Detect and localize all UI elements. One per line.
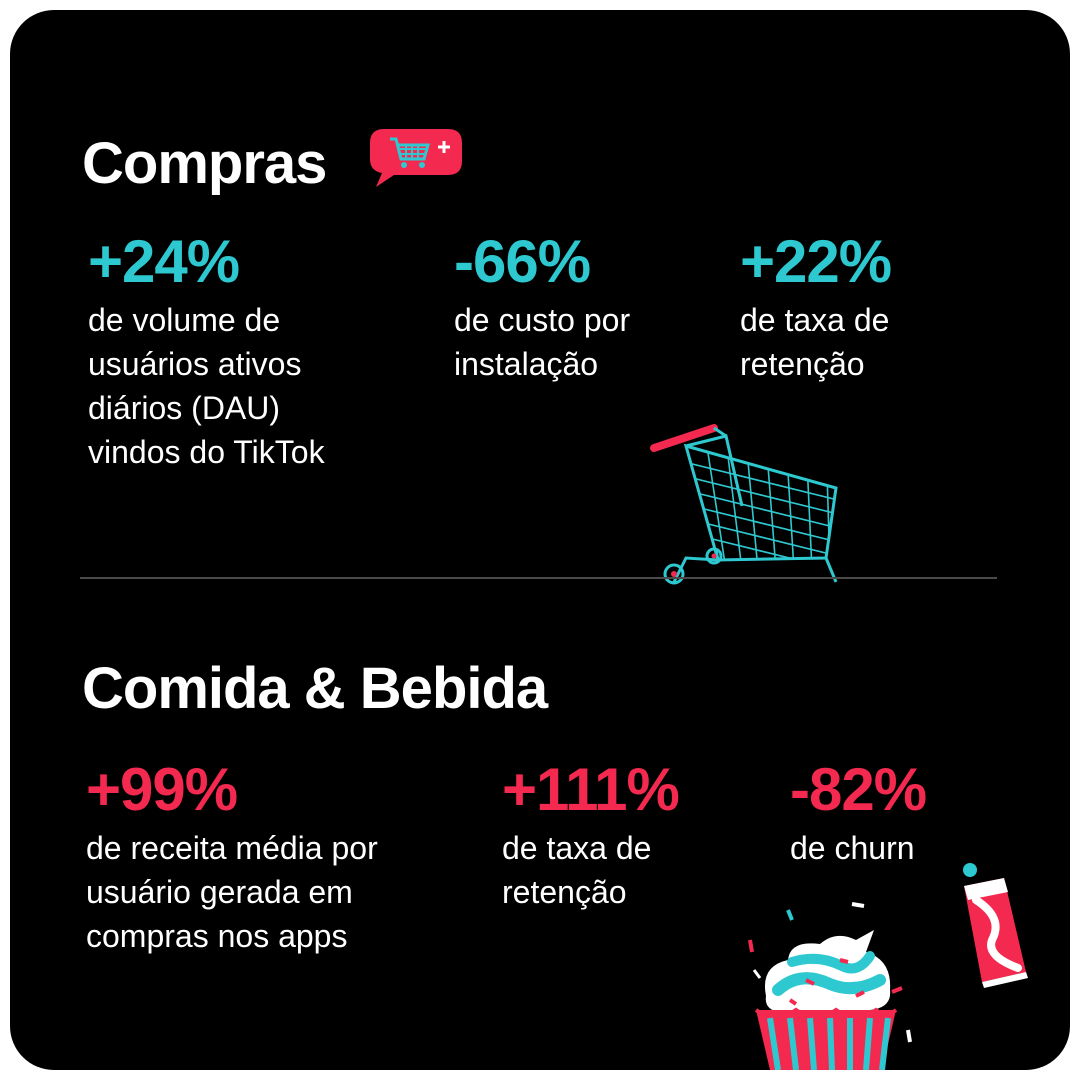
stat-value: +22% — [740, 228, 892, 295]
section-divider — [80, 577, 997, 579]
stat-value: -82% — [790, 756, 927, 823]
food-stat-churn: -82% de churn — [790, 756, 927, 870]
stat-label: de taxa de retenção — [502, 830, 652, 910]
shopping-section-title: Compras — [82, 131, 327, 196]
shopping-stat-cpi: -66% de custo por instalação — [454, 232, 630, 386]
stat-label: de volume de usuários ativos diários (DA… — [88, 302, 325, 470]
shopping-stat-dau: +24% de volume de usuários ativos diário… — [88, 232, 325, 474]
shopping-cart-icon — [650, 424, 838, 585]
stat-value: +24% — [88, 228, 240, 295]
stat-value: +99% — [86, 756, 238, 823]
food-section-title: Comida & Bebida — [82, 656, 548, 721]
stat-value: +111% — [502, 756, 680, 823]
stat-value: -66% — [454, 228, 591, 295]
food-stat-retention: +111% de taxa de retenção — [502, 756, 680, 914]
shopping-cart-speech-bubble-icon — [370, 129, 462, 187]
shopping-stat-retention: +22% de taxa de retenção — [740, 228, 892, 386]
soda-can-icon — [963, 863, 1028, 988]
stat-label: de receita média por usuário gerada em c… — [86, 830, 378, 954]
stat-label: de custo por instalação — [454, 302, 631, 382]
stat-label: de churn — [790, 830, 915, 866]
stat-label: de taxa de retenção — [740, 302, 890, 382]
food-stat-arpu: +99% de receita média por usuário gerada… — [86, 760, 378, 958]
stats-card: Compras +24% de volume de usuários ativo… — [10, 10, 1070, 1070]
cupcake-icon — [748, 902, 912, 1070]
